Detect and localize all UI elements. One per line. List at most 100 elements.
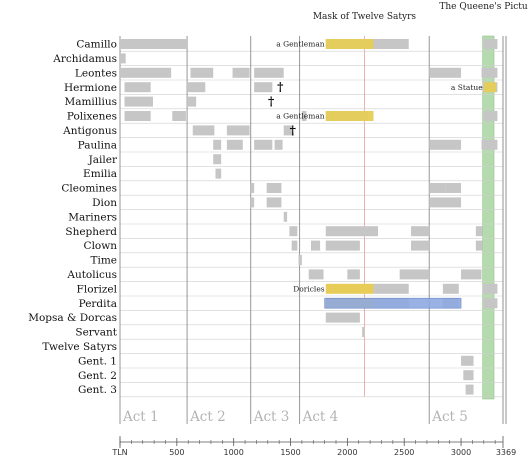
yellow-highlight [325, 39, 374, 49]
axis-tick-label: 2000 [337, 448, 357, 457]
presence-bar [213, 139, 222, 150]
presence-bar [192, 125, 215, 136]
character-label: Mariners [68, 211, 117, 223]
highlight-overlays [324, 39, 497, 309]
presence-bar [429, 183, 446, 193]
presence-bar [429, 139, 462, 150]
presence-bar [187, 82, 206, 93]
presence-bar [124, 96, 153, 107]
perdita-blue-bar [324, 297, 462, 309]
character-label: Mopsa & Dorcas [28, 312, 117, 324]
character-label: Cleomines [61, 183, 117, 195]
axis-title: TLN [111, 448, 127, 457]
presence-bar [289, 226, 298, 237]
character-label: Shepherd [65, 226, 117, 238]
presence-bar [283, 125, 293, 136]
character-label: Gent. 2 [78, 370, 117, 382]
presence-bar [483, 39, 498, 49]
character-label: Mamillius [64, 96, 117, 108]
character-label: Autolicus [66, 269, 117, 281]
axis-tick-label: 500 [169, 448, 184, 457]
presence-bar [347, 269, 360, 280]
presence-bar [283, 211, 288, 222]
act-label: Act 5 [431, 409, 468, 425]
presence-bar [250, 197, 255, 208]
character-labels: Camillo Archidamus Leontes Hermione Mamilliu… [28, 39, 118, 397]
character-label: Dion [92, 197, 117, 209]
act-label: Act 2 [189, 409, 226, 425]
row-grid-lines [120, 35, 503, 400]
presence-bar [483, 298, 498, 309]
presence-bar [325, 240, 360, 251]
presence-bar [120, 39, 188, 49]
axis-tick-label: 2500 [394, 448, 414, 457]
death-dagger: † [268, 95, 274, 109]
character-label: Paulina [78, 139, 117, 151]
presence-bars [120, 39, 498, 395]
axis-tick-label: 1000 [224, 448, 244, 457]
presence-bar [461, 269, 482, 280]
presence-bar [463, 370, 474, 381]
character-label: Hermione [64, 82, 117, 94]
presence-bar [266, 183, 282, 193]
presence-bar [475, 226, 483, 237]
presence-bar [254, 82, 273, 93]
character-label: Polixenes [67, 111, 117, 123]
presence-bar [226, 125, 250, 136]
presence-bar [274, 139, 283, 150]
presence-bar [465, 384, 474, 395]
presence-bar [429, 67, 462, 78]
presence-bar [226, 139, 243, 150]
annotation-label: a Gentleman [276, 40, 325, 49]
character-label: Twelve Satyrs [42, 341, 117, 353]
yellow-highlight [325, 111, 374, 121]
character-label: Time [90, 255, 117, 267]
character-label: Servant [75, 327, 117, 339]
character-label: Gent. 3 [78, 384, 117, 396]
presence-bar [481, 67, 498, 78]
presence-bar [124, 82, 151, 93]
presence-bar [325, 226, 379, 237]
top-label: Mask of Twelve Satyrs [313, 12, 417, 22]
presence-bar [411, 240, 430, 251]
character-label: Leontes [75, 67, 117, 79]
axis-tick-label: 1500 [280, 448, 300, 457]
act-label: Act 4 [302, 409, 339, 425]
presence-bar [445, 183, 462, 193]
character-label: Camillo [76, 39, 117, 51]
presence-bar [310, 240, 321, 251]
presence-bar [187, 96, 197, 107]
presence-bar [399, 269, 430, 280]
axis-tick-label: 3000 [451, 448, 471, 457]
character-label: Antigonus [62, 125, 117, 137]
presence-bar [291, 240, 298, 251]
presence-bar [190, 67, 214, 78]
act-divider-lines: Act 1 Act 2 Act 3 Act 4 Act 5 [119, 36, 507, 425]
character-label: Emilia [83, 168, 117, 180]
character-label: Clown [84, 240, 118, 252]
presence-bar [266, 197, 282, 208]
presence-bar [362, 327, 365, 337]
presence-bar [411, 226, 430, 237]
presence-bar [124, 111, 151, 121]
character-label: Florizel [77, 283, 118, 295]
annotation-label: a Statue [451, 83, 483, 92]
presence-bar [298, 255, 302, 265]
presence-bar [215, 168, 222, 179]
presence-bar [475, 240, 483, 251]
presence-bar [172, 111, 186, 121]
presence-bar [442, 283, 459, 294]
character-label: Jailer [88, 154, 118, 166]
yellow-highlight [483, 82, 497, 93]
presence-bar [461, 355, 474, 366]
presence-bar [373, 283, 409, 294]
top-label: The Queene's Picture [439, 2, 528, 12]
character-label: Archidamus [52, 53, 117, 65]
presence-bar [232, 67, 250, 78]
presence-bar [483, 111, 498, 121]
tln-axis: 500 1000 1500 2000 2500 3000 TLN 3369 [111, 436, 516, 457]
queenes-picture-band [482, 35, 495, 400]
presence-bar [254, 67, 284, 78]
character-label: Perdita [79, 298, 117, 310]
